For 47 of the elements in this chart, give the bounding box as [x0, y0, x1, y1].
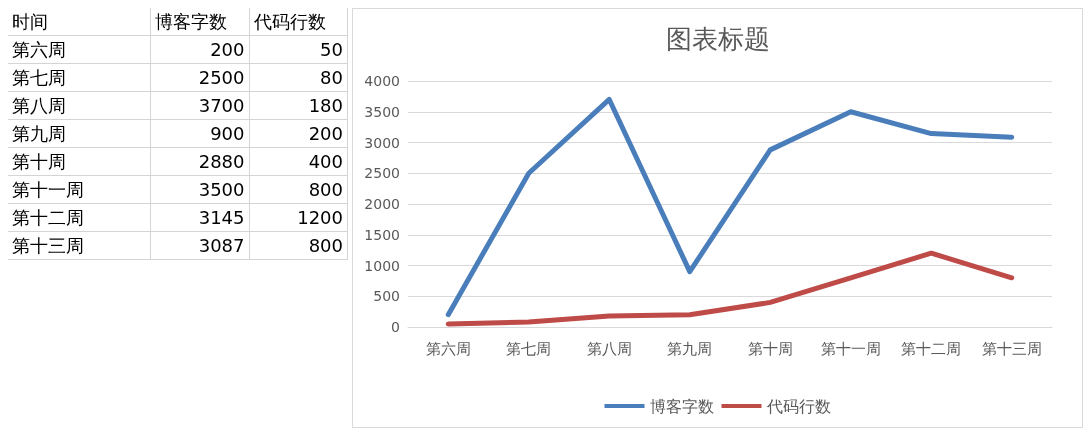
- y-tick-label: 1500: [364, 226, 400, 243]
- data-label: 200: [150, 35, 249, 64]
- x-tick-label: 第十周: [747, 339, 793, 358]
- category-label: 第十一周: [8, 175, 151, 204]
- category-label: 第九周: [8, 119, 151, 148]
- category-label: 第十三周: [8, 231, 151, 260]
- data-label: 1200: [249, 203, 348, 232]
- y-tick-label: 4000: [364, 73, 400, 89]
- y-tick-label: 500: [373, 288, 400, 305]
- x-tick-label: 第六周: [425, 339, 471, 358]
- data-label: 800: [249, 231, 348, 260]
- data-label: 800: [249, 175, 348, 204]
- x-tick-label: 第十一周: [820, 339, 881, 358]
- data-label: 200: [249, 119, 348, 148]
- category-label: 第十周: [8, 147, 151, 176]
- x-tick-label: 第七周: [506, 339, 552, 358]
- category-label: 第八周: [8, 91, 151, 120]
- data-label: 2500: [150, 63, 249, 92]
- category-label: 第十二周: [8, 203, 151, 232]
- data-label: 400: [249, 147, 348, 176]
- legend-label: 博客字数: [649, 396, 714, 416]
- text: 博客字数: [150, 8, 249, 36]
- y-tick-label: 1000: [364, 257, 400, 274]
- x-tick-label: 第十二周: [901, 339, 962, 358]
- y-tick-label: 3000: [364, 134, 400, 151]
- y-tick-label: 2000: [364, 196, 400, 212]
- x-tick-label: 第八周: [586, 339, 632, 358]
- legend-label: 代码行数: [765, 396, 831, 416]
- category-label: 第六周: [8, 35, 151, 64]
- data-label: 180: [249, 91, 348, 120]
- chart-title: 图表标题: [665, 24, 770, 54]
- y-tick-label: 0: [391, 319, 400, 335]
- data-label: 900: [150, 119, 249, 148]
- y-tick-label: 3500: [364, 103, 400, 120]
- category-label: 第七周: [8, 63, 151, 92]
- text: 时间: [8, 8, 151, 36]
- data-label: 3087: [150, 231, 249, 260]
- x-tick-label: 第十三周: [981, 339, 1042, 358]
- y-tick-label: 2500: [364, 165, 400, 182]
- data-label: 3700: [150, 91, 249, 120]
- data-label: 3145: [150, 203, 249, 232]
- text: 代码行数: [249, 8, 348, 36]
- data-label: 3500: [150, 175, 249, 204]
- x-tick-label: 第九周: [667, 339, 713, 358]
- data-label: 80: [249, 63, 348, 92]
- data-label: 2880: [150, 147, 249, 176]
- data-label: 50: [249, 35, 348, 64]
